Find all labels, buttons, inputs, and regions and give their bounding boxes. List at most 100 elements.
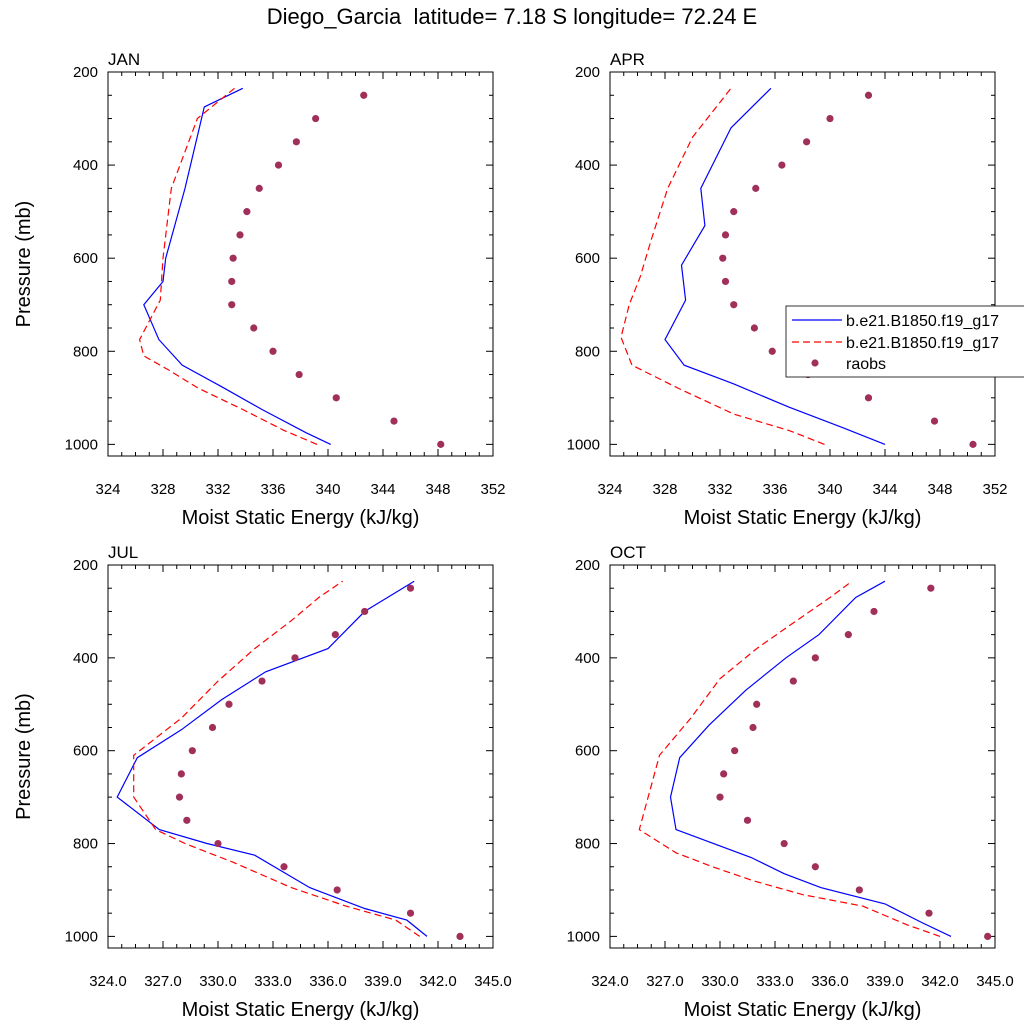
x-tick-label: 324 [597, 481, 622, 498]
series-line-dashed [138, 87, 318, 445]
raobs-point [243, 208, 251, 216]
x-tick-label: 342.0 [921, 973, 959, 990]
raobs-point [780, 839, 788, 848]
x-tick-label: 324.0 [89, 973, 127, 990]
x-tick-label: 327.0 [144, 973, 182, 990]
series-group [138, 87, 445, 448]
raobs-point [255, 184, 263, 192]
series-line-solid [116, 580, 428, 937]
raobs-point [731, 747, 739, 755]
x-tick-label: 333.0 [756, 973, 794, 990]
raobs-point [811, 863, 819, 871]
x-tick-label: 345.0 [474, 973, 512, 990]
raobs-point [721, 277, 730, 286]
y-tick-label: 1000 [65, 928, 98, 945]
y-tick-label: 800 [575, 343, 600, 360]
raobs-point [390, 417, 398, 425]
x-tick-label: 352 [480, 481, 505, 498]
x-tick-label: 348 [927, 481, 952, 498]
x-tick-label: 328 [150, 481, 175, 498]
y-tick-label: 1000 [567, 928, 600, 945]
raobs-point [228, 301, 236, 309]
x-tick-label: 336.0 [811, 973, 849, 990]
panel-label: APR [610, 50, 645, 69]
panel-label: OCT [610, 543, 646, 562]
raobs-point [292, 138, 300, 146]
raobs-point [855, 886, 863, 894]
x-tick-label: 324.0 [591, 973, 629, 990]
x-tick-label: 328 [652, 481, 677, 498]
raobs-point [721, 231, 730, 239]
x-tick-label: 340 [817, 481, 842, 498]
panel-label: JUL [108, 543, 138, 562]
raobs-point [752, 184, 760, 192]
y-tick-label: 400 [73, 157, 98, 174]
raobs-point [229, 254, 237, 262]
raobs-point [274, 161, 283, 169]
raobs-point [803, 138, 811, 146]
raobs-point [225, 700, 233, 708]
x-tick-label: 336 [260, 481, 285, 498]
raobs-point [250, 324, 258, 332]
raobs-point [175, 793, 184, 801]
y-tick-label: 800 [73, 836, 98, 853]
x-axis-title: Moist Static Energy (kJ/kg) [182, 999, 420, 1021]
raobs-point [360, 91, 368, 99]
x-axis-title: Moist Static Energy (kJ/kg) [684, 507, 922, 529]
panel-label: JAN [108, 50, 140, 69]
x-tick-label: 330.0 [701, 973, 739, 990]
raobs-point [720, 770, 728, 778]
raobs-point [927, 584, 935, 592]
y-axis-title: Pressure (mb) [13, 693, 35, 820]
plot-frame [609, 71, 996, 457]
raobs-point [864, 394, 873, 402]
legend-entry: raobs [846, 356, 886, 373]
series-line-solid [664, 87, 886, 445]
raobs-point [291, 654, 299, 662]
raobs-point [789, 677, 797, 685]
series-group [638, 580, 992, 940]
raobs-point [333, 886, 341, 894]
x-tick-label: 352 [982, 481, 1007, 498]
y-axis-title: Pressure (mb) [13, 201, 35, 328]
x-tick-label: 340 [315, 481, 340, 498]
x-tick-label: 348 [425, 481, 450, 498]
legend-entry: b.e21.B1850.f19_g17 [846, 313, 999, 330]
plot-frame [107, 71, 494, 457]
chart-title: Diego_Garcia latitude= 7.18 S longitude=… [266, 4, 758, 29]
series-line-dashed [133, 580, 421, 937]
series-line-dashed [638, 580, 941, 937]
x-tick-label: 324 [95, 481, 120, 498]
raobs-point [406, 584, 415, 592]
x-axis-title: Moist Static Energy (kJ/kg) [182, 507, 420, 529]
plot-frame [107, 564, 494, 949]
y-tick-label: 200 [575, 557, 600, 574]
series-line-solid [143, 87, 331, 445]
y-tick-label: 200 [575, 64, 600, 81]
raobs-point [236, 231, 244, 239]
x-tick-label: 344 [370, 481, 395, 498]
y-tick-label: 600 [73, 743, 98, 760]
raobs-point [208, 723, 217, 732]
y-tick-label: 600 [575, 250, 600, 267]
raobs-point [456, 932, 464, 940]
raobs-point [811, 654, 819, 662]
panel-jul: JUL 324.0 327.0 330.0 333.0 336.0 339.0 342.0 34… [13, 543, 512, 1021]
y-tick-label: 1000 [65, 436, 98, 453]
raobs-point [719, 254, 727, 262]
legend: b.e21.B1850.f19_g17 b.e21.B1850.f19_g17ra… [785, 305, 1024, 378]
plot-frame [609, 564, 996, 949]
raobs-point [331, 631, 339, 639]
x-tick-label: 332 [205, 481, 230, 498]
raobs-point [258, 677, 266, 685]
x-tick-label: 330.0 [199, 973, 237, 990]
y-tick-label: 200 [73, 64, 98, 81]
panel-oct: OCT 324.0 327.0 330.0 333.0 336.0 339.0 342.0 34… [567, 543, 1014, 1021]
y-tick-label: 400 [73, 650, 98, 667]
x-axis-title: Moist Static Energy (kJ/kg) [684, 999, 922, 1021]
raobs-point [826, 114, 834, 123]
y-tick-label: 1000 [567, 436, 600, 453]
x-tick-label: 333.0 [254, 973, 292, 990]
panel-jan: JAN 324 328 332 336 340 344 348 352 200 400 600 800 1… [13, 50, 506, 529]
y-tick-label: 600 [575, 743, 600, 760]
